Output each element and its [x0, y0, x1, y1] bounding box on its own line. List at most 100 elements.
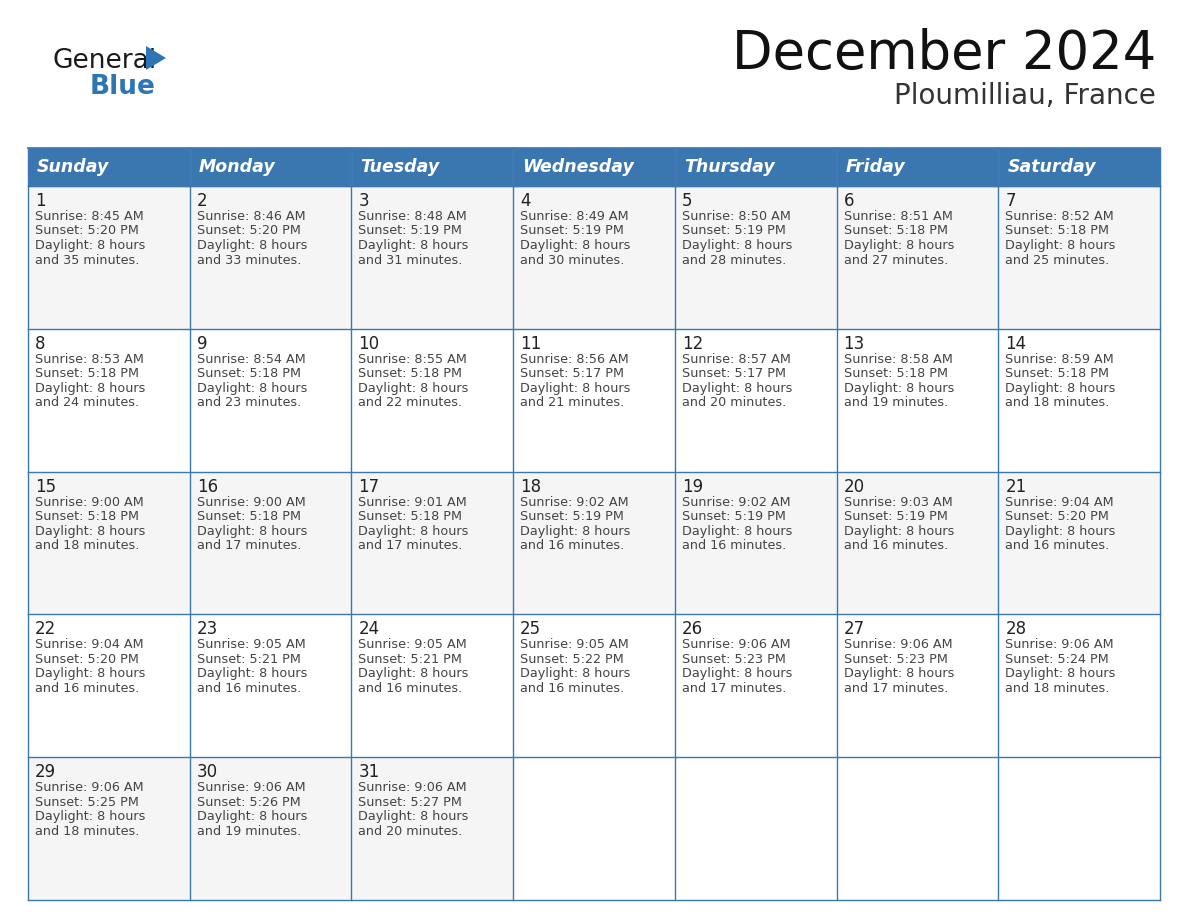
- Text: Sunrise: 8:49 AM: Sunrise: 8:49 AM: [520, 210, 628, 223]
- Text: 26: 26: [682, 621, 703, 638]
- Text: Ploumilliau, France: Ploumilliau, France: [895, 82, 1156, 110]
- Text: Sunset: 5:21 PM: Sunset: 5:21 PM: [197, 653, 301, 666]
- Text: Daylight: 8 hours: Daylight: 8 hours: [359, 239, 469, 252]
- Text: Sunrise: 9:00 AM: Sunrise: 9:00 AM: [34, 496, 144, 509]
- Bar: [998, 472, 1159, 614]
- Text: and 30 minutes.: and 30 minutes.: [520, 253, 625, 266]
- Text: Daylight: 8 hours: Daylight: 8 hours: [682, 382, 792, 395]
- Text: and 16 minutes.: and 16 minutes.: [1005, 539, 1110, 552]
- Bar: [352, 148, 513, 186]
- Text: Daylight: 8 hours: Daylight: 8 hours: [359, 382, 469, 395]
- Text: Daylight: 8 hours: Daylight: 8 hours: [843, 524, 954, 538]
- Text: and 17 minutes.: and 17 minutes.: [843, 682, 948, 695]
- Text: Daylight: 8 hours: Daylight: 8 hours: [843, 667, 954, 680]
- Bar: [352, 472, 513, 614]
- Bar: [29, 329, 190, 472]
- Bar: [513, 472, 675, 614]
- Text: Daylight: 8 hours: Daylight: 8 hours: [682, 524, 792, 538]
- Text: Sunset: 5:19 PM: Sunset: 5:19 PM: [682, 510, 785, 523]
- Text: Thursday: Thursday: [684, 158, 775, 176]
- Text: Sunset: 5:18 PM: Sunset: 5:18 PM: [197, 510, 301, 523]
- Text: 4: 4: [520, 192, 531, 210]
- Bar: [836, 614, 998, 757]
- Text: 7: 7: [1005, 192, 1016, 210]
- Bar: [836, 329, 998, 472]
- Text: and 35 minutes.: and 35 minutes.: [34, 253, 139, 266]
- Text: 10: 10: [359, 335, 379, 353]
- Text: Sunrise: 9:02 AM: Sunrise: 9:02 AM: [682, 496, 790, 509]
- Text: Sunrise: 8:46 AM: Sunrise: 8:46 AM: [197, 210, 305, 223]
- Text: and 16 minutes.: and 16 minutes.: [682, 539, 786, 552]
- Text: and 33 minutes.: and 33 minutes.: [197, 253, 301, 266]
- Bar: [675, 186, 836, 329]
- Text: Daylight: 8 hours: Daylight: 8 hours: [197, 524, 307, 538]
- Text: Sunset: 5:18 PM: Sunset: 5:18 PM: [359, 367, 462, 380]
- Text: 1: 1: [34, 192, 45, 210]
- Bar: [29, 757, 190, 900]
- Text: 2: 2: [197, 192, 208, 210]
- Text: Sunset: 5:20 PM: Sunset: 5:20 PM: [34, 653, 139, 666]
- Text: and 18 minutes.: and 18 minutes.: [1005, 682, 1110, 695]
- Bar: [998, 757, 1159, 900]
- Text: Sunrise: 8:55 AM: Sunrise: 8:55 AM: [359, 353, 467, 365]
- Text: Sunrise: 9:03 AM: Sunrise: 9:03 AM: [843, 496, 953, 509]
- Text: and 24 minutes.: and 24 minutes.: [34, 397, 139, 409]
- Polygon shape: [146, 46, 166, 70]
- Text: Daylight: 8 hours: Daylight: 8 hours: [34, 811, 145, 823]
- Text: Sunrise: 8:50 AM: Sunrise: 8:50 AM: [682, 210, 791, 223]
- Text: Daylight: 8 hours: Daylight: 8 hours: [359, 667, 469, 680]
- Text: Sunrise: 9:04 AM: Sunrise: 9:04 AM: [1005, 496, 1114, 509]
- Text: and 17 minutes.: and 17 minutes.: [359, 539, 463, 552]
- Text: Sunrise: 9:06 AM: Sunrise: 9:06 AM: [197, 781, 305, 794]
- Bar: [513, 614, 675, 757]
- Bar: [675, 472, 836, 614]
- Text: Daylight: 8 hours: Daylight: 8 hours: [359, 811, 469, 823]
- Text: Sunset: 5:19 PM: Sunset: 5:19 PM: [359, 225, 462, 238]
- Bar: [190, 757, 352, 900]
- Text: and 19 minutes.: and 19 minutes.: [843, 397, 948, 409]
- Text: Sunrise: 9:06 AM: Sunrise: 9:06 AM: [1005, 638, 1114, 652]
- Bar: [513, 757, 675, 900]
- Text: Daylight: 8 hours: Daylight: 8 hours: [682, 667, 792, 680]
- Text: and 20 minutes.: and 20 minutes.: [682, 397, 786, 409]
- Text: 29: 29: [34, 763, 56, 781]
- Text: Daylight: 8 hours: Daylight: 8 hours: [1005, 382, 1116, 395]
- Bar: [352, 757, 513, 900]
- Text: 13: 13: [843, 335, 865, 353]
- Text: 15: 15: [34, 477, 56, 496]
- Text: Daylight: 8 hours: Daylight: 8 hours: [520, 667, 631, 680]
- Text: Sunrise: 8:54 AM: Sunrise: 8:54 AM: [197, 353, 305, 365]
- Text: 22: 22: [34, 621, 56, 638]
- Bar: [190, 329, 352, 472]
- Text: 17: 17: [359, 477, 379, 496]
- Text: 16: 16: [197, 477, 217, 496]
- Text: Sunrise: 9:05 AM: Sunrise: 9:05 AM: [197, 638, 305, 652]
- Text: Tuesday: Tuesday: [360, 158, 440, 176]
- Text: and 17 minutes.: and 17 minutes.: [197, 539, 301, 552]
- Text: Daylight: 8 hours: Daylight: 8 hours: [520, 524, 631, 538]
- Text: Sunday: Sunday: [37, 158, 109, 176]
- Bar: [190, 614, 352, 757]
- Text: Sunrise: 8:53 AM: Sunrise: 8:53 AM: [34, 353, 144, 365]
- Text: 27: 27: [843, 621, 865, 638]
- Text: 12: 12: [682, 335, 703, 353]
- Text: Wednesday: Wednesday: [523, 158, 634, 176]
- Text: Sunset: 5:19 PM: Sunset: 5:19 PM: [843, 510, 948, 523]
- Text: Sunset: 5:18 PM: Sunset: 5:18 PM: [1005, 367, 1110, 380]
- Text: Sunset: 5:18 PM: Sunset: 5:18 PM: [34, 510, 139, 523]
- Text: Daylight: 8 hours: Daylight: 8 hours: [197, 667, 307, 680]
- Text: Sunrise: 9:05 AM: Sunrise: 9:05 AM: [359, 638, 467, 652]
- Text: Sunrise: 8:56 AM: Sunrise: 8:56 AM: [520, 353, 628, 365]
- Text: and 28 minutes.: and 28 minutes.: [682, 253, 786, 266]
- Text: Daylight: 8 hours: Daylight: 8 hours: [34, 239, 145, 252]
- Text: Sunset: 5:20 PM: Sunset: 5:20 PM: [34, 225, 139, 238]
- Text: 14: 14: [1005, 335, 1026, 353]
- Text: and 18 minutes.: and 18 minutes.: [1005, 397, 1110, 409]
- Bar: [836, 148, 998, 186]
- Text: and 18 minutes.: and 18 minutes.: [34, 824, 139, 838]
- Text: and 16 minutes.: and 16 minutes.: [520, 539, 625, 552]
- Text: Sunrise: 8:58 AM: Sunrise: 8:58 AM: [843, 353, 953, 365]
- Text: Daylight: 8 hours: Daylight: 8 hours: [682, 239, 792, 252]
- Text: Sunset: 5:20 PM: Sunset: 5:20 PM: [1005, 510, 1110, 523]
- Text: Sunrise: 9:04 AM: Sunrise: 9:04 AM: [34, 638, 144, 652]
